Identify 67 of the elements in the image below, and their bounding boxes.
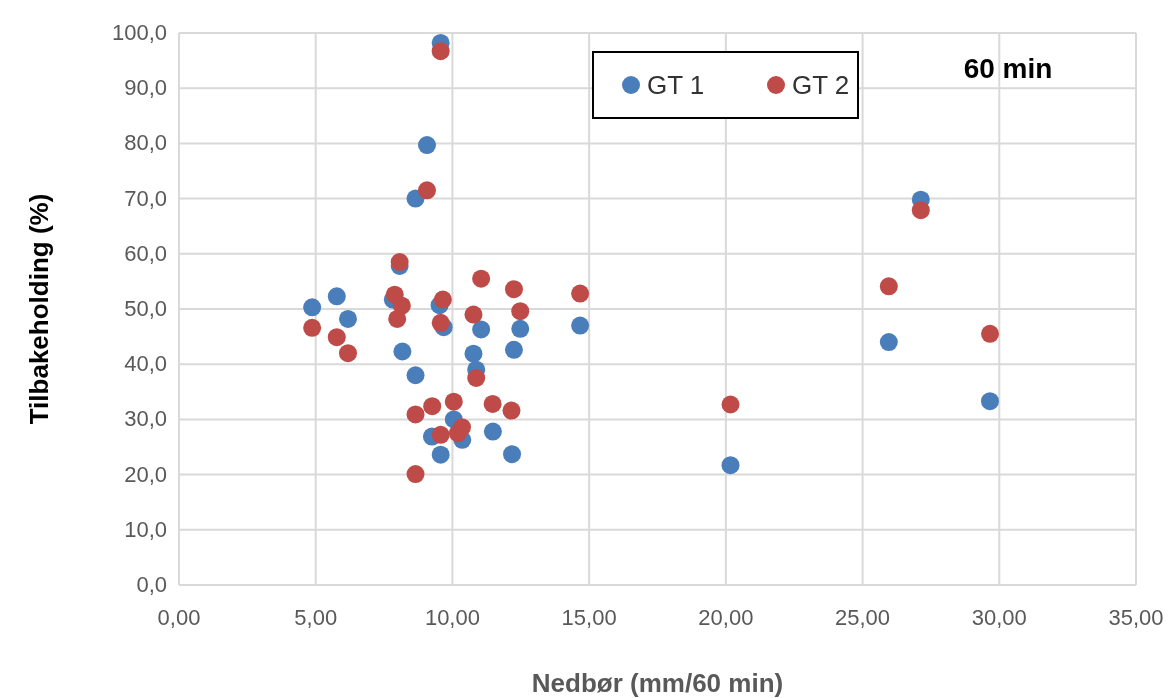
point: [721, 456, 740, 475]
point: [571, 316, 590, 335]
y-tick-label: 100,0: [111, 20, 167, 45]
point: [464, 344, 483, 363]
point: [464, 305, 483, 324]
point: [483, 394, 502, 413]
point: [453, 418, 471, 437]
x-tick-label: 5,00: [294, 605, 338, 630]
point: [472, 269, 491, 288]
point: [388, 309, 407, 328]
point: [467, 369, 486, 387]
x-tick-label: 30,00: [971, 605, 1027, 630]
point: [406, 465, 425, 484]
point: [980, 392, 999, 411]
point: [327, 328, 346, 347]
point: [571, 284, 590, 303]
point: [483, 422, 502, 441]
point: [431, 445, 450, 464]
point: [303, 318, 322, 337]
y-tick-label: 90,0: [124, 75, 167, 101]
y-tick-label: 20,0: [124, 461, 167, 487]
x-tick-label: 0,00: [157, 605, 201, 630]
point: [504, 280, 523, 299]
y-tick-label: 10,0: [124, 516, 167, 542]
x-tick-label: 15,00: [561, 605, 617, 630]
point: [338, 344, 357, 363]
point: [472, 320, 491, 339]
y-tick-label: 60,0: [124, 240, 167, 266]
x-tick-label: 10,00: [424, 605, 480, 630]
legend-label: GT 2: [792, 70, 850, 100]
point: [338, 309, 357, 328]
point: [393, 342, 412, 361]
point: [303, 298, 322, 317]
point: [444, 392, 463, 411]
y-tick-label: 80,0: [124, 130, 167, 156]
point: [418, 136, 436, 155]
point: [418, 181, 436, 200]
y-axis-title: Tilbakeholding (%): [24, 193, 54, 425]
x-tick-label: 20,00: [698, 605, 754, 630]
y-tick-label: 30,0: [124, 406, 167, 432]
y-tick-label: 70,0: [124, 185, 167, 211]
point: [433, 290, 452, 309]
point: [423, 397, 442, 416]
legend-label: GT 1: [647, 70, 705, 100]
point: [327, 287, 346, 306]
point: [879, 333, 898, 352]
point: [879, 277, 898, 296]
point: [502, 401, 521, 420]
point: [431, 425, 450, 444]
x-axis-title: Nedbør (mm/60 min): [531, 668, 784, 698]
y-tick-label: 40,0: [124, 351, 167, 377]
point: [431, 42, 450, 61]
point: [406, 366, 425, 385]
y-tick-label: 50,0: [124, 296, 167, 321]
point: [431, 313, 450, 332]
point: [503, 445, 522, 464]
point: [980, 324, 999, 343]
x-tick-label: 35,00: [1108, 605, 1164, 630]
annotation: 60 min: [963, 53, 1053, 84]
y-tick-label: 0,0: [136, 572, 167, 597]
point: [406, 405, 425, 424]
point: [721, 395, 740, 414]
point: [511, 302, 530, 321]
point: [511, 319, 530, 338]
point: [504, 340, 523, 359]
point: [911, 201, 930, 220]
x-tick-label: 25,00: [835, 605, 891, 630]
